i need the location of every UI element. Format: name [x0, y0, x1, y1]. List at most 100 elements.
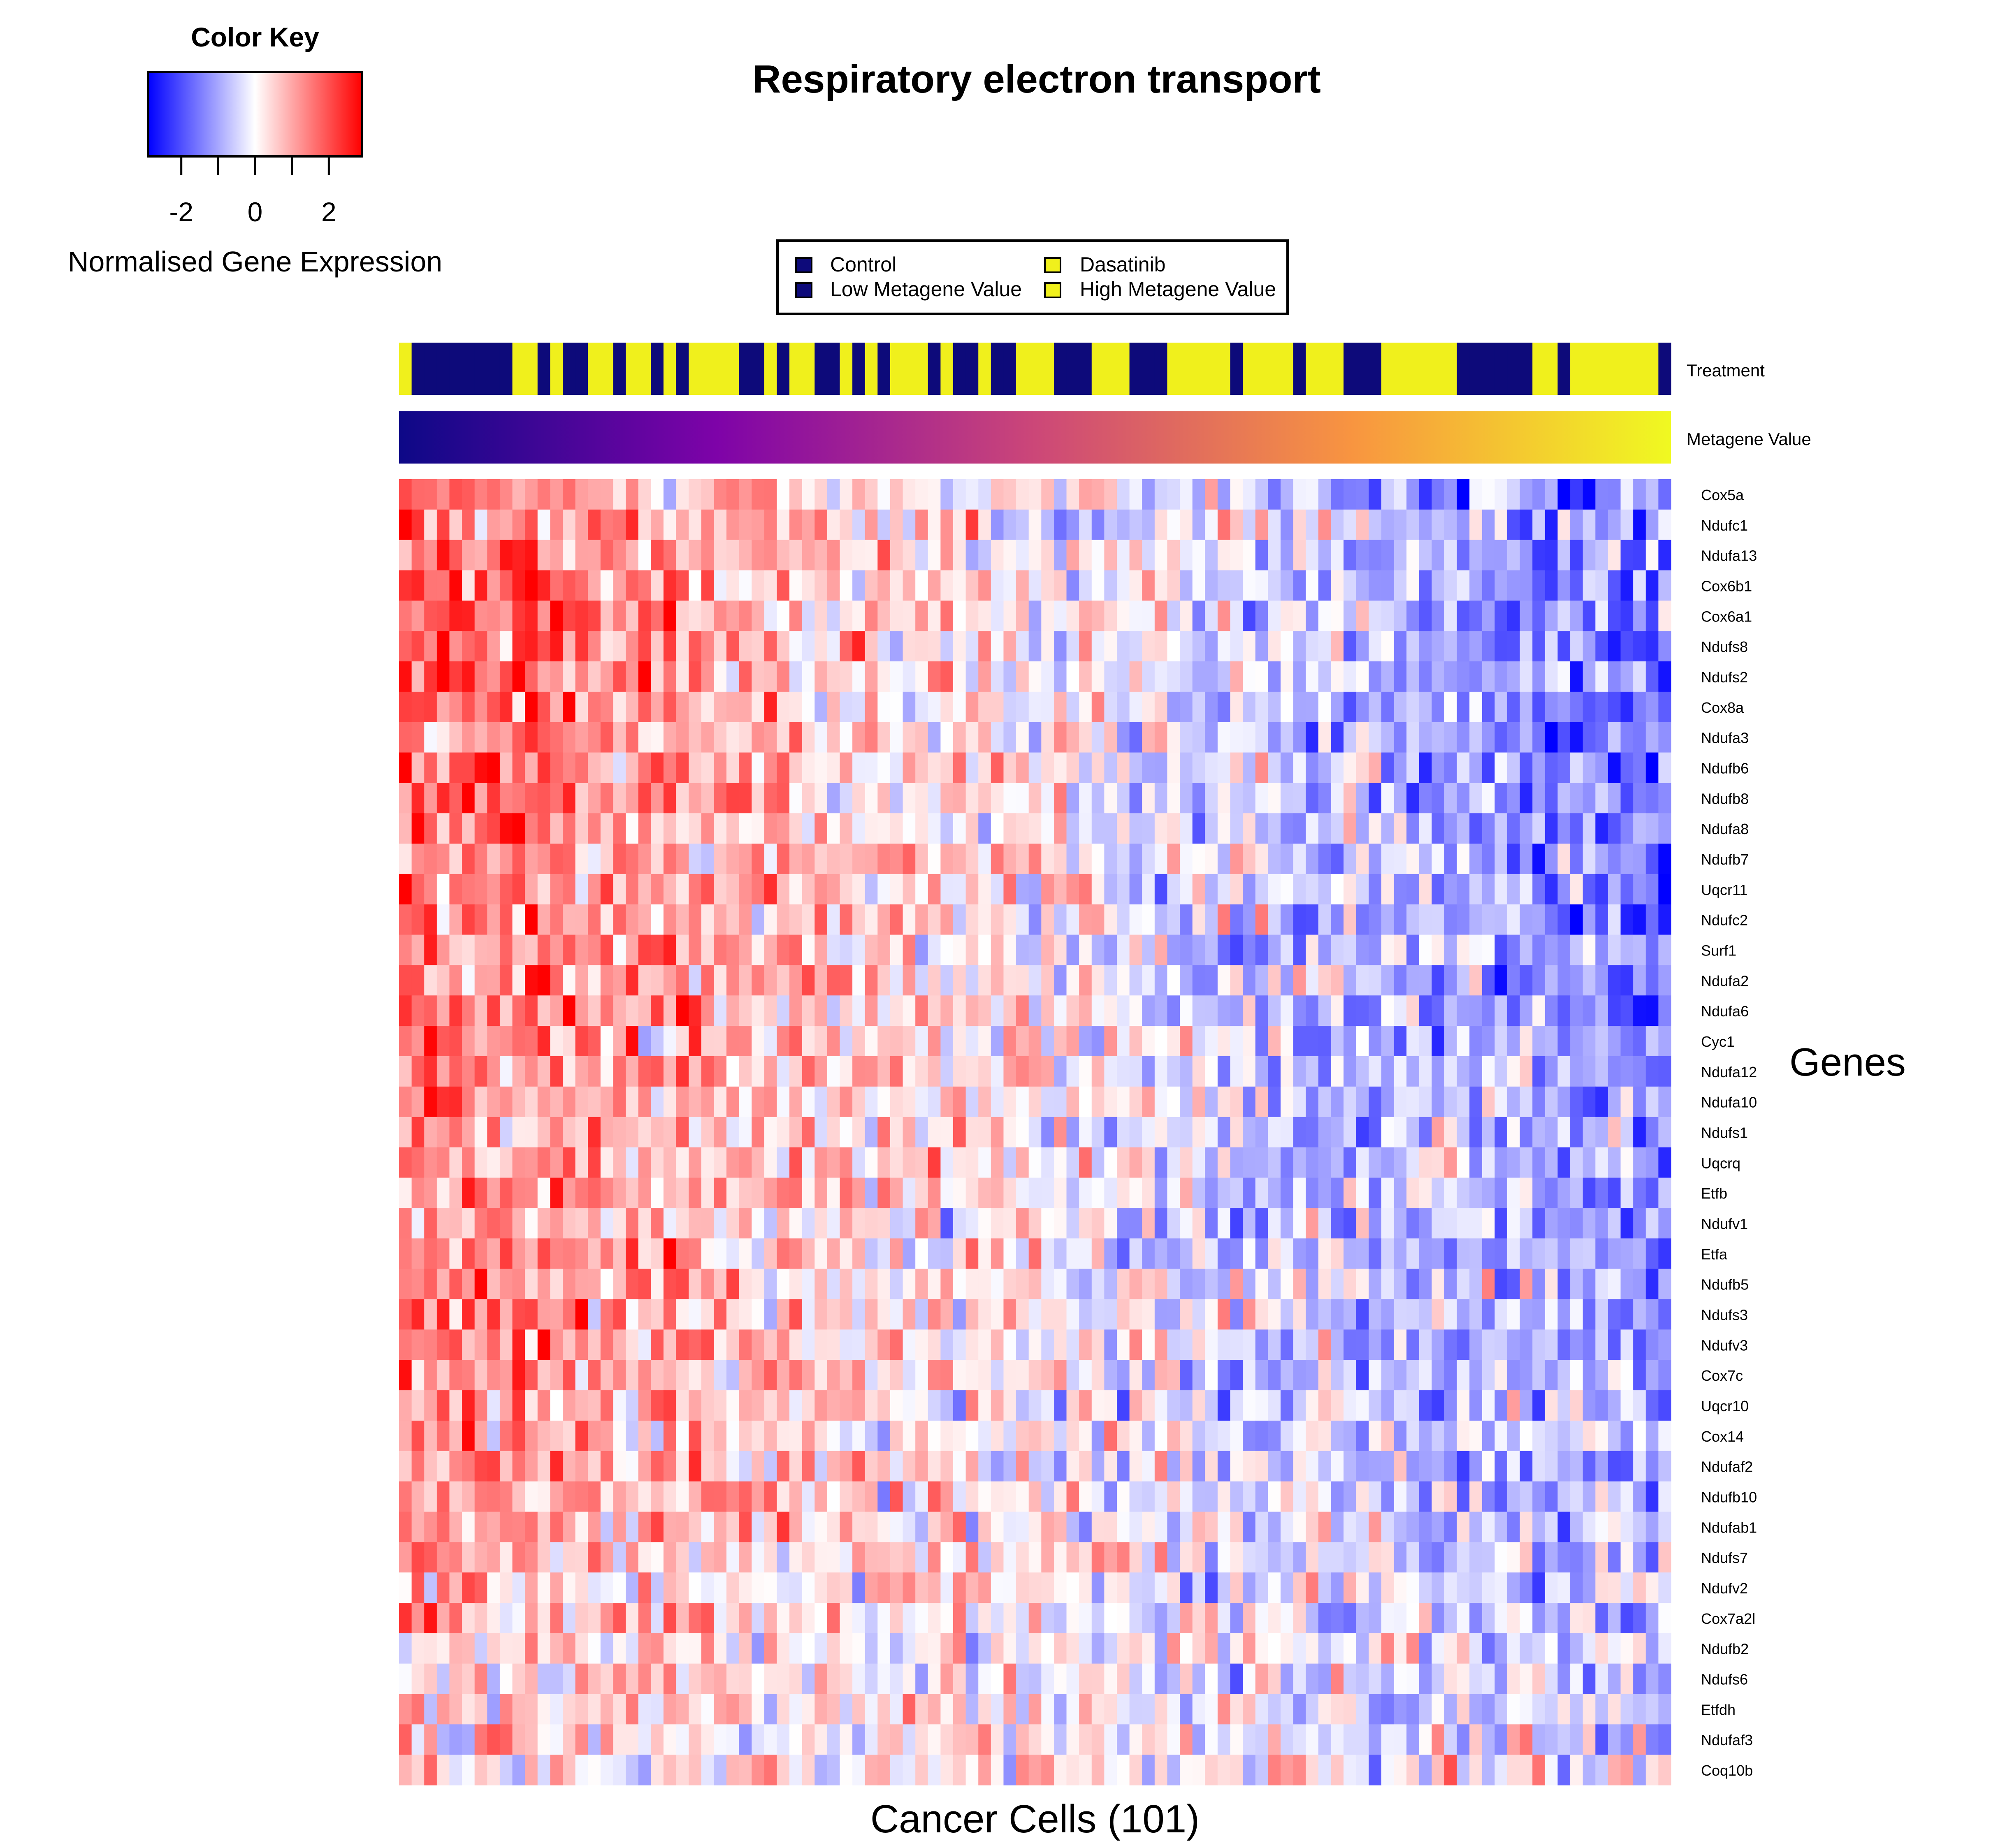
heatmap-cell	[1079, 934, 1092, 965]
heatmap-cell	[928, 1329, 941, 1360]
heatmap-cell	[1205, 813, 1218, 844]
heatmap-cell	[814, 691, 828, 723]
heatmap-cell	[1142, 1238, 1155, 1269]
heatmap-cell	[739, 1208, 752, 1239]
heatmap-cell	[814, 1238, 828, 1269]
heatmap-cell	[1419, 783, 1432, 814]
heatmap-cell	[1041, 1026, 1054, 1057]
heatmap-cell	[449, 1208, 462, 1239]
heatmap-cell	[840, 1178, 853, 1208]
heatmap-cell	[1608, 904, 1621, 935]
heatmap-cell	[852, 995, 866, 1026]
heatmap-cell	[789, 1329, 803, 1360]
heatmap-cell	[877, 783, 891, 814]
heatmap-cell	[991, 691, 1004, 723]
heatmap-cell	[600, 813, 614, 844]
heatmap-cell	[512, 1724, 525, 1755]
heatmap-cell	[676, 1390, 689, 1421]
heatmap-cell	[701, 479, 714, 510]
heatmap-cell	[1104, 1420, 1117, 1452]
heatmap-cell	[915, 1178, 928, 1208]
heatmap-cell	[525, 995, 538, 1026]
heatmap-cell	[424, 479, 437, 510]
heatmap-cell	[1318, 844, 1332, 874]
heatmap-cell	[1205, 1147, 1218, 1178]
heatmap-cell	[1595, 1755, 1608, 1785]
heatmap-cell	[613, 783, 626, 814]
heatmap-cell	[1557, 722, 1571, 753]
heatmap-cell	[701, 601, 714, 631]
heatmap-cell	[965, 1481, 979, 1512]
heatmap-cell	[626, 1117, 639, 1148]
heatmap-cell	[764, 1026, 777, 1057]
heatmap-cell	[1230, 570, 1243, 601]
heatmap-cell	[814, 1360, 828, 1391]
heatmap-cell	[525, 1208, 538, 1239]
heatmap-cell	[1054, 783, 1067, 814]
heatmap-cell	[1444, 1602, 1457, 1634]
heatmap-cell	[1054, 1299, 1067, 1330]
heatmap-cell	[802, 1724, 815, 1755]
heatmap-cell	[701, 570, 714, 601]
heatmap-cell	[764, 1208, 777, 1239]
heatmap-cell	[1394, 601, 1407, 631]
heatmap-cell	[1356, 1694, 1369, 1725]
heatmap-cell	[1444, 934, 1457, 965]
heatmap-cell	[726, 1329, 740, 1360]
heatmap-cell	[1003, 1329, 1016, 1360]
heatmap-cell	[1268, 1178, 1281, 1208]
heatmap-cell	[525, 1694, 538, 1725]
heatmap-cell	[777, 1056, 790, 1087]
heatmap-cell	[1054, 509, 1067, 540]
heatmap-cell	[1369, 874, 1382, 905]
heatmap-cell	[449, 1724, 462, 1755]
heatmap-cell	[965, 1086, 979, 1118]
heatmap-cell	[726, 1724, 740, 1755]
heatmap-cell	[1054, 1329, 1067, 1360]
heatmap-cell	[1028, 661, 1042, 692]
heatmap-cell	[1255, 1026, 1268, 1057]
treatment-cell	[991, 343, 1004, 395]
heatmap-cell	[1532, 1512, 1545, 1542]
treatment-cell	[525, 343, 538, 395]
heatmap-cell	[1557, 1117, 1571, 1148]
heatmap-cell	[575, 1420, 588, 1452]
heatmap-cell	[1507, 904, 1520, 935]
heatmap-cell	[1129, 934, 1142, 965]
heatmap-cell	[764, 1572, 777, 1603]
heatmap-cell	[953, 1299, 966, 1330]
heatmap-cell	[1079, 874, 1092, 905]
heatmap-cell	[1620, 1481, 1634, 1512]
heatmap-cell	[1318, 1026, 1332, 1057]
treatment-cell	[487, 343, 500, 395]
row-label: Ndufab1	[1701, 1519, 1757, 1536]
heatmap-cell	[965, 509, 979, 540]
heatmap-cell	[877, 540, 891, 571]
heatmap-cell	[474, 904, 487, 935]
heatmap-cell	[487, 722, 500, 753]
heatmap-cell	[1066, 1026, 1079, 1057]
heatmap-cell	[626, 752, 639, 783]
heatmap-cell	[1016, 1360, 1029, 1391]
heatmap-cell	[676, 1299, 689, 1330]
heatmap-cell	[1356, 1542, 1369, 1573]
heatmap-cell	[1356, 661, 1369, 692]
heatmap-cell	[487, 874, 500, 905]
heatmap-cell	[1583, 631, 1596, 662]
heatmap-cell	[1116, 1694, 1130, 1725]
heatmap-cell	[877, 813, 891, 844]
heatmap-cell	[978, 631, 991, 662]
heatmap-cell	[1369, 1238, 1382, 1269]
heatmap-cell	[626, 1755, 639, 1785]
heatmap-cell	[840, 1694, 853, 1725]
heatmap-cell	[1180, 570, 1193, 601]
row-label: Cox6b1	[1701, 577, 1752, 594]
heatmap-cell	[940, 691, 954, 723]
heatmap-cell	[890, 1360, 903, 1391]
heatmap-cell	[512, 661, 525, 692]
heatmap-cell	[1142, 1360, 1155, 1391]
heatmap-cell	[1104, 1238, 1117, 1269]
heatmap-cell	[1243, 934, 1256, 965]
heatmap-cell	[588, 1299, 601, 1330]
heatmap-cell	[1243, 1602, 1256, 1634]
